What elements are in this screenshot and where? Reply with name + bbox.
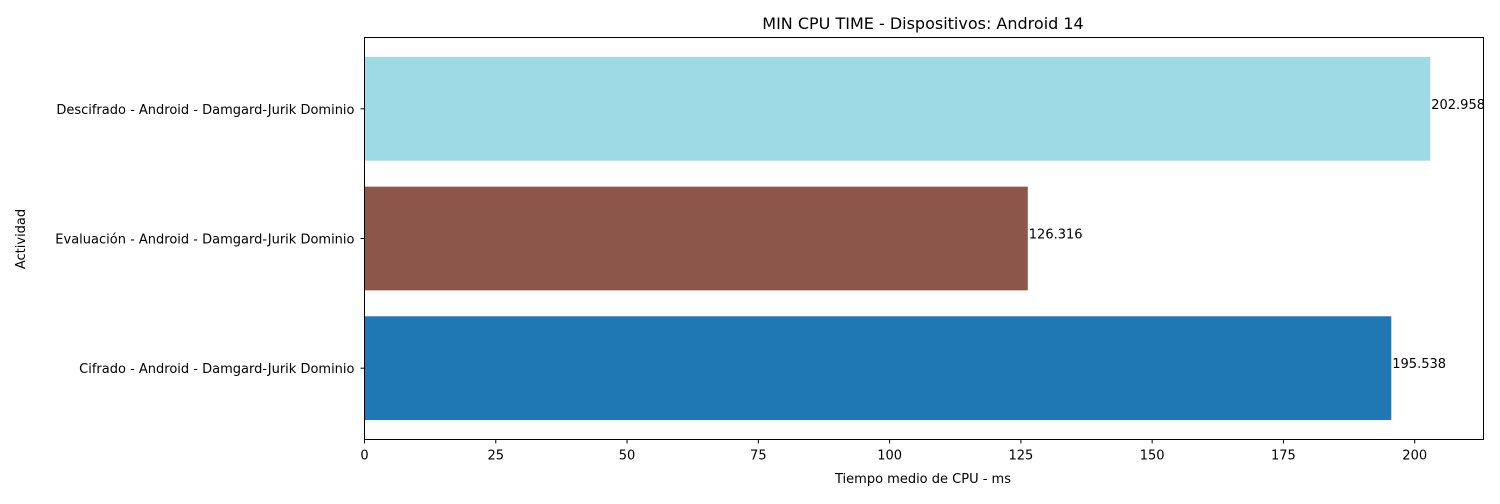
x-tick-label: 0 <box>360 449 368 464</box>
x-tick-label: 200 <box>1402 449 1427 464</box>
x-tick-label: 150 <box>1140 449 1165 464</box>
x-tick-label: 100 <box>877 449 902 464</box>
bar <box>364 186 1028 291</box>
x-tick-label: 75 <box>750 449 767 464</box>
x-tick-label: 50 <box>619 449 636 464</box>
bar-value-label: 195.538 <box>1392 357 1446 372</box>
x-tick-label: 125 <box>1008 449 1033 464</box>
value-labels-layer: 195.538 126.316 202.958 <box>1029 98 1485 372</box>
bars-layer <box>364 56 1431 421</box>
y-tick-label: Cifrado - Android - Damgard-Jurik Domini… <box>79 362 354 377</box>
bar <box>364 56 1431 161</box>
chart-title: MIN CPU TIME - Dispositivos: Android 14 <box>762 14 1083 33</box>
bar-value-label: 202.958 <box>1431 98 1485 113</box>
y-tick-label: Evaluación - Android - Damgard-Jurik Dom… <box>55 233 354 248</box>
x-axis-ticks: 0 25 50 75 100 125 150 175 200 <box>360 439 1427 464</box>
x-tick-label: 175 <box>1271 449 1296 464</box>
bar <box>364 316 1392 421</box>
x-tick-label: 25 <box>488 449 505 464</box>
y-tick-label: Descifrado - Android - Damgard-Jurik Dom… <box>56 103 354 118</box>
x-axis-label: Tiempo medio de CPU - ms <box>834 472 1011 487</box>
y-axis-ticks: Cifrado - Android - Damgard-Jurik Domini… <box>55 103 365 377</box>
bar-value-label: 126.316 <box>1029 228 1083 243</box>
y-axis-label: Actividad <box>14 209 29 269</box>
